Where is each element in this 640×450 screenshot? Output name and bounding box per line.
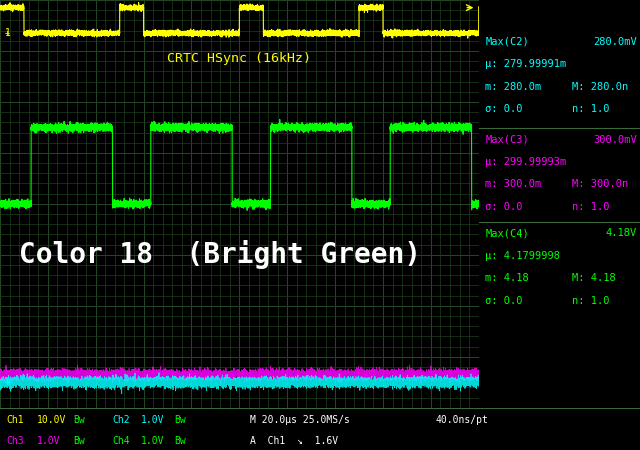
Text: 40.0ns/pt: 40.0ns/pt xyxy=(435,414,488,424)
Text: A  Ch1  ↘  1.6V: A Ch1 ↘ 1.6V xyxy=(250,436,338,446)
Text: M 20.0μs 25.0MS/s: M 20.0μs 25.0MS/s xyxy=(250,414,349,424)
Text: μ: 4.1799998: μ: 4.1799998 xyxy=(485,251,560,261)
Text: Bw: Bw xyxy=(174,414,186,424)
Text: CRTC HSync (16kHz): CRTC HSync (16kHz) xyxy=(168,52,312,65)
Text: +: + xyxy=(4,29,10,38)
Text: Bw: Bw xyxy=(74,414,85,424)
Text: m: 300.0m: m: 300.0m xyxy=(485,180,541,189)
Text: 280.0mV: 280.0mV xyxy=(593,37,637,47)
Text: m: 4.18: m: 4.18 xyxy=(485,273,529,283)
Text: σ: 0.0: σ: 0.0 xyxy=(485,296,523,306)
Text: Max(C3): Max(C3) xyxy=(485,135,529,144)
Text: n: 1.0: n: 1.0 xyxy=(572,104,610,114)
Text: 1.0V: 1.0V xyxy=(141,436,164,446)
Text: Ch2: Ch2 xyxy=(112,414,130,424)
Text: Bw: Bw xyxy=(174,436,186,446)
Text: σ: 0.0: σ: 0.0 xyxy=(485,104,523,114)
Text: M: 300.0n: M: 300.0n xyxy=(572,180,628,189)
Text: Bw: Bw xyxy=(74,436,85,446)
Text: Ch4: Ch4 xyxy=(112,436,130,446)
Text: m: 280.0m: m: 280.0m xyxy=(485,81,541,91)
Text: 1: 1 xyxy=(4,28,11,38)
Text: 4: 4 xyxy=(4,377,11,387)
Text: μ: 299.99993m: μ: 299.99993m xyxy=(485,157,566,167)
Text: Max(C2): Max(C2) xyxy=(485,37,529,47)
Text: 10.0V: 10.0V xyxy=(37,414,67,424)
Text: σ: 0.0: σ: 0.0 xyxy=(485,202,523,212)
Text: 1.0V: 1.0V xyxy=(37,436,61,446)
Text: 1.0V: 1.0V xyxy=(141,414,164,424)
Text: +: + xyxy=(4,378,10,387)
Text: 300.0mV: 300.0mV xyxy=(593,135,637,144)
Text: 4.18V: 4.18V xyxy=(605,228,637,238)
Text: n: 1.0: n: 1.0 xyxy=(572,202,610,212)
Text: M: 280.0n: M: 280.0n xyxy=(572,81,628,91)
Text: μ: 279.99991m: μ: 279.99991m xyxy=(485,59,566,69)
Text: M: 4.18: M: 4.18 xyxy=(572,273,616,283)
Text: Ch1: Ch1 xyxy=(6,414,24,424)
Text: Max(C4): Max(C4) xyxy=(485,228,529,238)
Text: Color 18  (Bright Green): Color 18 (Bright Green) xyxy=(19,240,421,269)
Text: n: 1.0: n: 1.0 xyxy=(572,296,610,306)
Text: Ch3: Ch3 xyxy=(6,436,24,446)
